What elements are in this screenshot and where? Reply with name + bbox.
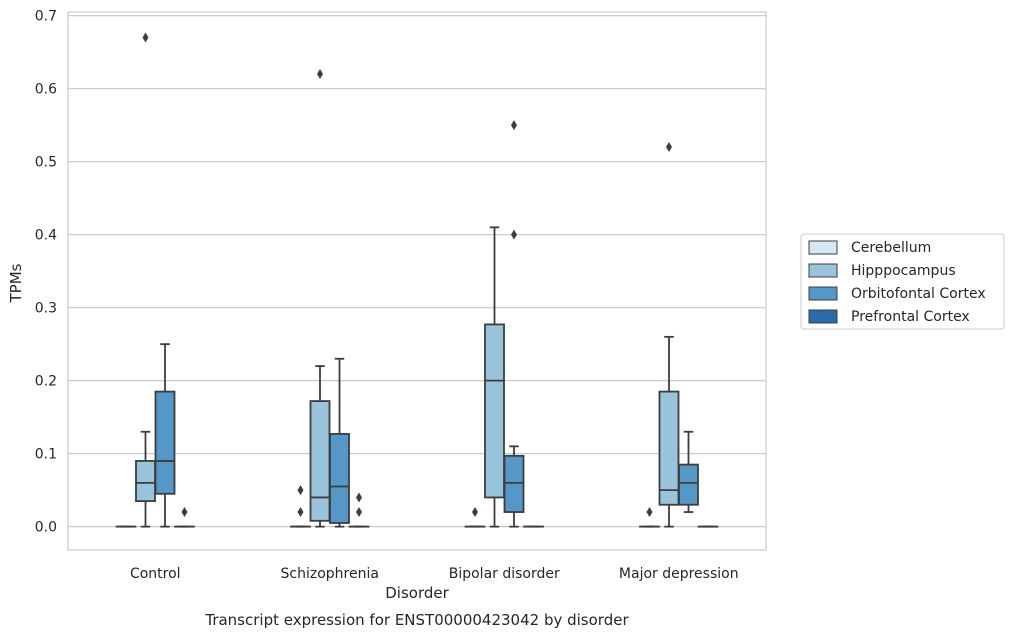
box-body — [660, 392, 679, 505]
x-tick-label: Bipolar disorder — [449, 566, 560, 582]
y-tick-label: 0.5 — [35, 155, 57, 171]
y-axis-label: TPMs — [7, 263, 25, 303]
legend-label: Orbitofontal Cortex — [851, 286, 986, 302]
y-tick-label: 0.0 — [35, 520, 57, 536]
box-body — [485, 324, 504, 497]
y-tick-label: 0.7 — [35, 9, 57, 25]
box-body — [156, 392, 175, 494]
box-body — [136, 461, 155, 501]
legend: Cerebellum Hipppocampus Orbitofontal Corte… — [801, 234, 1004, 329]
y-tick-label: 0.2 — [35, 374, 57, 390]
x-tick-label: Control — [130, 566, 181, 582]
legend-label: Cerebellum — [851, 240, 931, 256]
legend-label: Hipppocampus — [851, 263, 956, 279]
chart-caption: Transcript expression for ENST0000042304… — [204, 611, 629, 629]
legend-swatch — [809, 287, 837, 300]
legend-swatch — [809, 264, 837, 277]
legend-swatch — [809, 310, 837, 323]
y-tick-label: 0.3 — [35, 301, 57, 317]
box-body — [505, 456, 524, 512]
legend-label: Prefrontal Cortex — [851, 309, 970, 325]
y-tick-label: 0.4 — [35, 228, 57, 244]
x-tick-label: Major depression — [619, 566, 739, 582]
y-tick-label: 0.6 — [35, 82, 57, 98]
x-axis-label: Disorder — [385, 584, 449, 602]
box-body — [330, 434, 349, 523]
legend-swatch — [809, 241, 837, 254]
box-body — [679, 465, 698, 505]
y-tick-label: 0.1 — [35, 447, 57, 463]
x-tick-label: Schizophrenia — [281, 566, 379, 582]
box-body — [311, 401, 330, 521]
